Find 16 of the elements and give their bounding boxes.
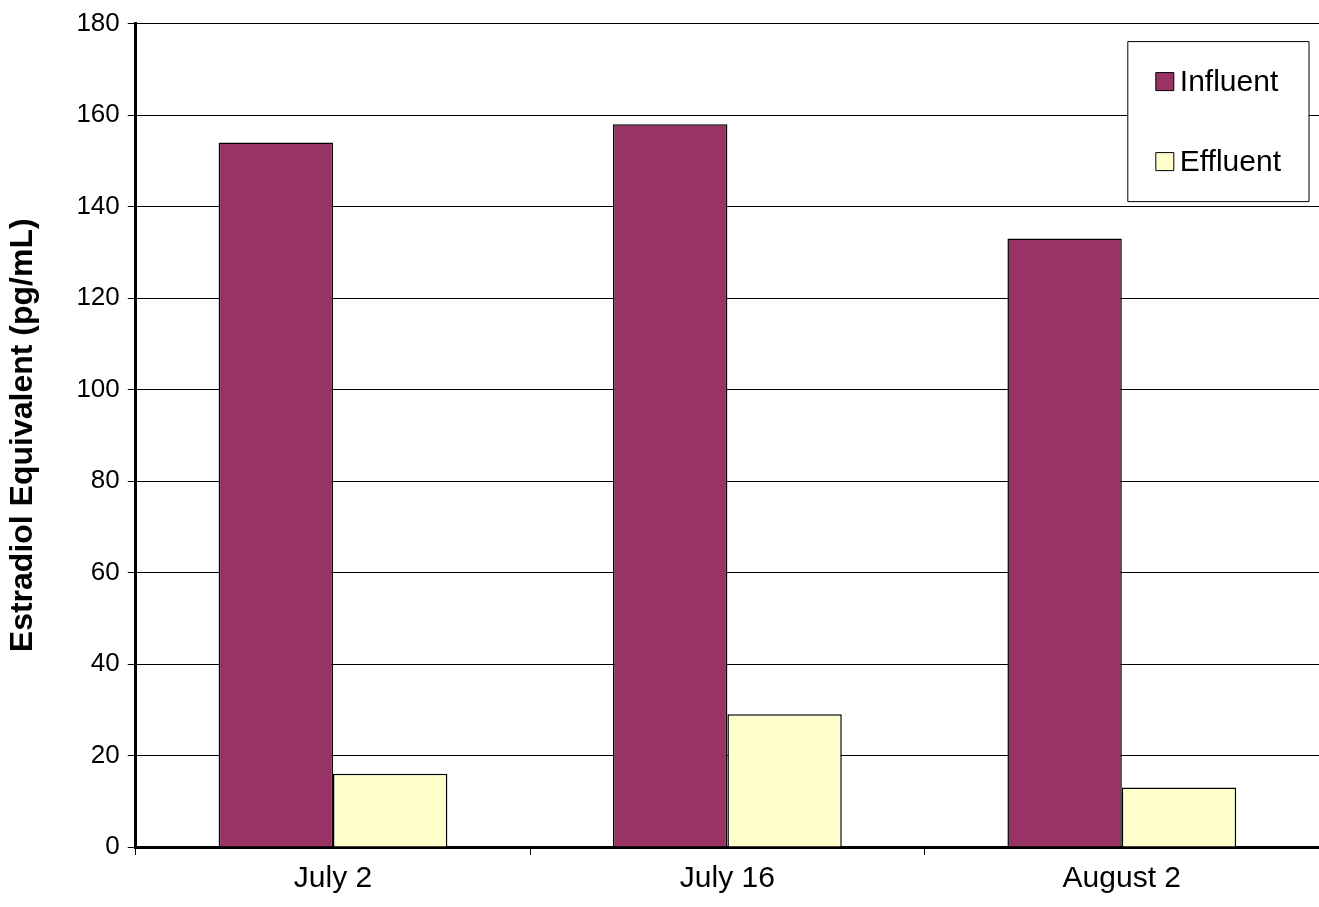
y-tick-label: 120 [76,281,120,312]
legend-label: Influent [1179,63,1279,97]
x-tick-label: July 16 [679,860,775,894]
y-tick-label: 60 [90,555,120,586]
y-axis-title: Estradiol Equivalent (pg/mL) [3,218,40,653]
y-tick-label: 180 [76,6,120,37]
y-tick-label: 160 [76,98,120,129]
y-tick-label: 40 [90,647,120,678]
y-tick-label: 80 [90,464,120,495]
y-tick-label: 20 [90,738,120,769]
x-tick-label: August 2 [1062,860,1182,894]
legend-label: Effluent [1179,143,1282,177]
y-tick-label: 0 [105,830,120,861]
y-tick-label: 140 [76,189,120,220]
x-tick-label: July 2 [293,860,373,894]
y-tick-label: 100 [76,372,120,403]
